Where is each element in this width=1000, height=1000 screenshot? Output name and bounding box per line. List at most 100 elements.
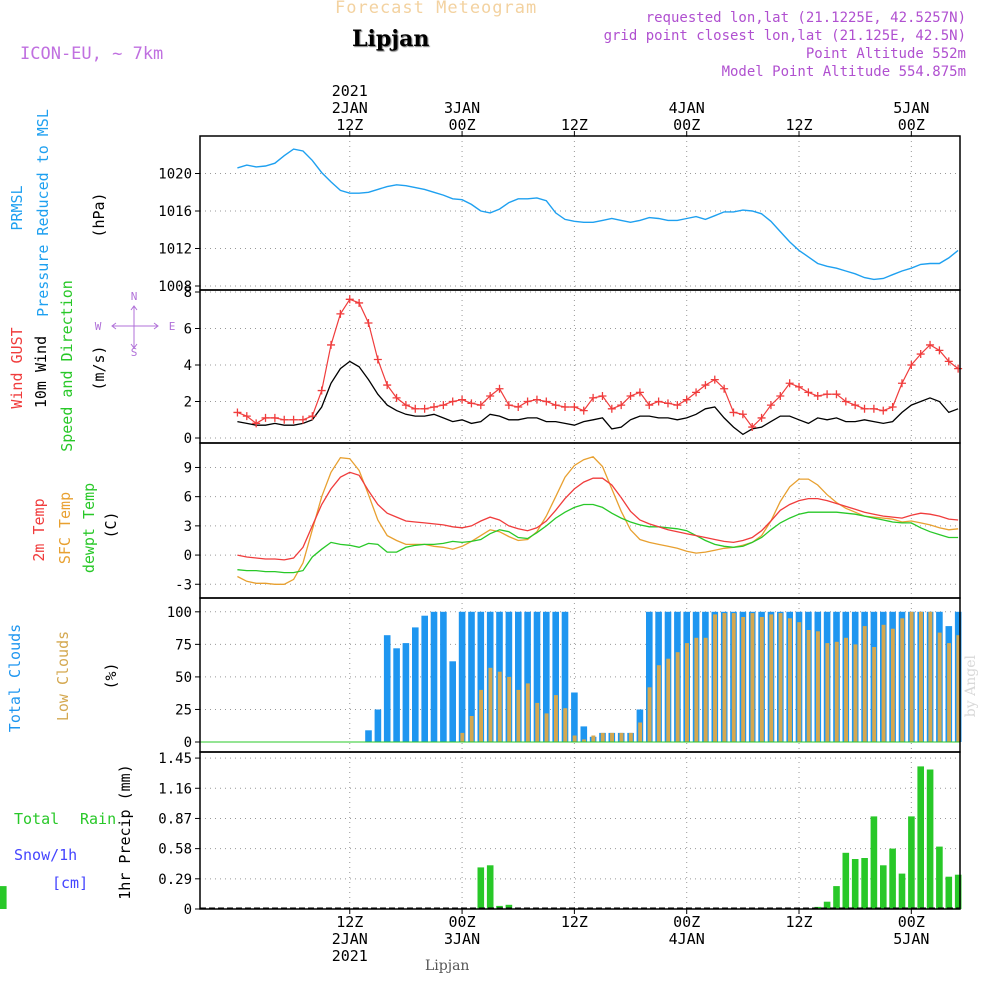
wind-gust-point xyxy=(561,402,570,411)
low-clouds-bar xyxy=(788,618,792,742)
wind-gust-point xyxy=(345,295,354,304)
wind-gust-point xyxy=(897,379,906,388)
rain-bar xyxy=(870,816,878,909)
temperature-ytick-label: -3 xyxy=(175,577,192,593)
low-clouds-bar xyxy=(656,665,661,742)
wind-ytick-label: 0 xyxy=(184,431,192,447)
pressure-ytick-label: 1012 xyxy=(158,242,192,258)
footer-station-name: Lipjan xyxy=(425,958,470,974)
bottom-time-label: 00Z xyxy=(898,913,925,931)
wind-gust-point xyxy=(448,397,457,406)
wind-gust-point xyxy=(869,404,878,413)
wind-gust-point xyxy=(710,375,719,384)
wind-gust-point xyxy=(598,392,607,401)
bottom-time-label: 12Z xyxy=(336,913,363,931)
pressure-line xyxy=(237,148,959,281)
wind-gust-point xyxy=(542,397,551,406)
low-clouds-bar xyxy=(890,628,895,742)
rain-bar xyxy=(926,769,934,909)
low-clouds-bar xyxy=(872,647,877,742)
wind-gust-point xyxy=(635,388,644,397)
wind-gust-point xyxy=(682,395,691,404)
total-clouds-bar xyxy=(383,635,391,742)
total-clouds-bar xyxy=(393,648,400,742)
clouds-ytick-label: 100 xyxy=(167,605,192,621)
wind-gust-point xyxy=(532,395,541,404)
compass-label: N xyxy=(131,290,138,303)
meteogram-title: Forecast Meteogram xyxy=(335,0,538,18)
wind-gust-point xyxy=(888,402,897,411)
wind-gust-point xyxy=(280,415,289,424)
total-clouds-bar xyxy=(646,611,653,742)
wind-gust-point xyxy=(701,381,710,390)
wind-gust-point xyxy=(289,415,298,424)
wind-gust-point xyxy=(944,357,953,366)
wind-gust-point xyxy=(954,364,963,373)
dewpt-temp-line xyxy=(237,503,959,574)
total-clouds-bar xyxy=(430,611,438,742)
wind-gust-point xyxy=(392,393,401,402)
requested-location: requested lon,lat (21.1225E, 42.5257N) xyxy=(645,10,966,26)
pressure-panel-frame xyxy=(199,135,961,291)
wind-gust-point xyxy=(364,319,373,328)
precipitation-ytick-label: 0.58 xyxy=(158,842,192,858)
pressure-label-prmsl: PRMSL xyxy=(8,185,26,230)
wind-gust-point xyxy=(626,392,635,401)
temp-unit-label: (C) xyxy=(102,511,120,538)
station-name: Lipjan xyxy=(352,26,430,52)
model-point-altitude: Model Point Altitude 554.875m xyxy=(721,64,966,80)
wind-panel-frame xyxy=(199,289,961,444)
wind-gust-point xyxy=(729,408,738,417)
low-clouds-bar xyxy=(619,732,624,742)
total-clouds-bar xyxy=(402,643,410,742)
total-clouds-bar xyxy=(421,615,428,742)
grid-layer xyxy=(200,136,960,910)
precipitation-ytick-label: 0.29 xyxy=(158,872,192,888)
low-clouds-bar xyxy=(741,617,746,742)
low-clouds-bar xyxy=(806,630,811,742)
low-clouds-bar xyxy=(900,618,905,742)
wind-gust-point xyxy=(804,388,813,397)
wind-gust-point xyxy=(504,401,513,410)
wind-10m-label: 10m Wind xyxy=(32,336,50,408)
bottom-time-label: 00Z xyxy=(673,913,700,931)
wind-ytick-label: 6 xyxy=(184,322,192,338)
total-clouds-bar xyxy=(524,611,531,742)
low-clouds-bar xyxy=(853,644,858,742)
wind-gust-point xyxy=(645,401,654,410)
wind-gust-point xyxy=(785,379,794,388)
rain-bar xyxy=(917,766,924,909)
rain-bar xyxy=(505,904,513,909)
wind-gust-point xyxy=(486,392,495,401)
wind-ytick-label: 4 xyxy=(184,358,192,374)
compass-label: W xyxy=(95,320,102,333)
bottom-time-label: 2021 xyxy=(332,947,368,965)
low-clouds-bar xyxy=(703,637,708,742)
total-clouds-bar xyxy=(412,627,419,742)
wind-ytick-label: 2 xyxy=(184,395,192,411)
precipitation-ytick-label: 1.45 xyxy=(158,751,192,767)
wind-gust-point xyxy=(317,386,326,395)
low-clouds-bar xyxy=(666,658,671,742)
total-clouds-bar xyxy=(365,730,372,742)
bottom-time-label: 3JAN xyxy=(444,930,480,948)
low-clouds-bar xyxy=(797,622,802,742)
total-clouds-bar xyxy=(571,692,578,742)
low-clouds-bar xyxy=(507,676,512,742)
rain-bar xyxy=(880,865,887,909)
total-clouds-bar xyxy=(543,611,550,742)
low-clouds-bar xyxy=(685,643,689,742)
wind-gust-point xyxy=(327,340,336,349)
top-time-label: 2JAN xyxy=(332,99,368,117)
precip-snow-unit-label: [cm] xyxy=(52,874,88,892)
low-clouds-bar xyxy=(937,632,942,742)
rain-bar xyxy=(936,846,943,909)
low-clouds-bar xyxy=(862,626,867,742)
rain-bar xyxy=(898,873,906,909)
low-clouds-bar xyxy=(956,635,961,742)
precip-snow-label: Snow/1h xyxy=(14,846,77,864)
low-clouds-bar xyxy=(535,702,540,742)
wind-gust-point xyxy=(654,397,663,406)
wind-gust-point xyxy=(355,298,364,307)
